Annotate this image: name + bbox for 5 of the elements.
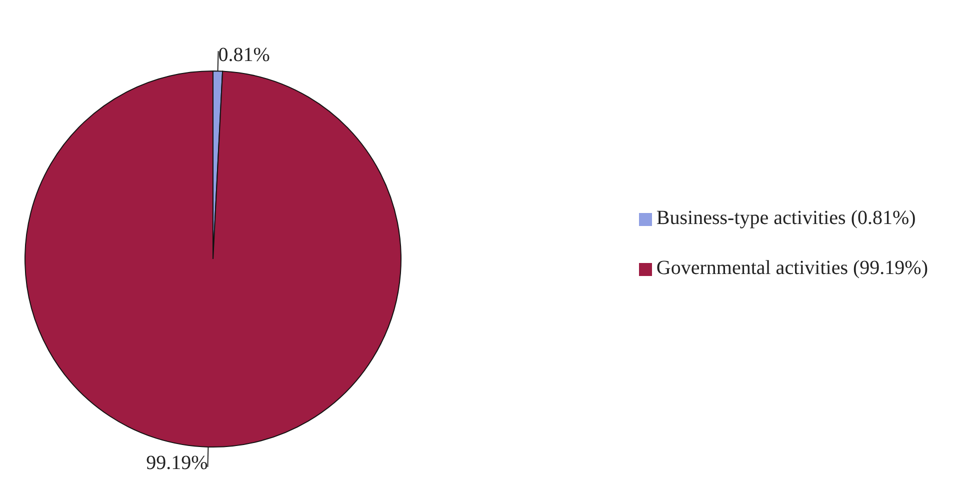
pie-slice xyxy=(24,70,402,448)
data-label: 0.81% xyxy=(218,44,270,66)
legend-label: Governmental activities (99.19%) xyxy=(656,257,928,279)
data-label: 99.19% xyxy=(146,452,208,474)
legend-label: Business-type activities (0.81%) xyxy=(656,207,916,229)
